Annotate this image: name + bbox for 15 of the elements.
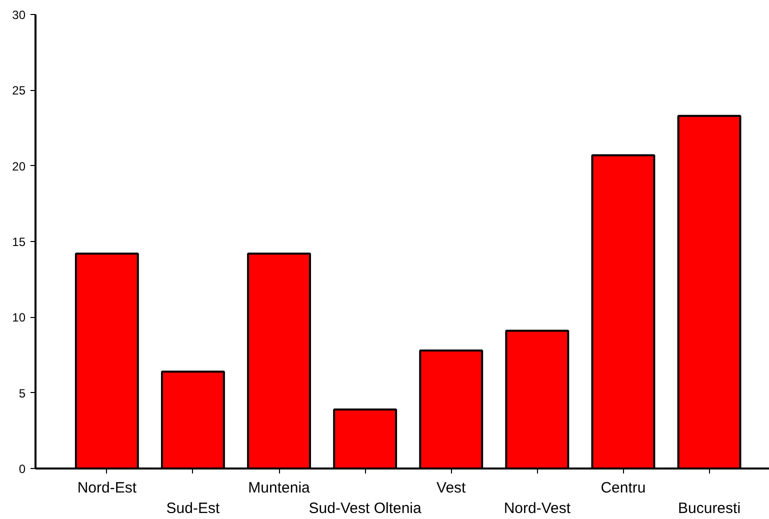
y-tick-label: 30	[12, 8, 26, 22]
x-tick-label: Centru	[600, 480, 646, 496]
x-tick-label: Sud-Vest Oltenia	[308, 500, 422, 517]
y-tick-label: 25	[12, 84, 26, 98]
x-tick-label: Muntenia	[248, 480, 311, 496]
y-tick-label: 10	[12, 310, 26, 325]
x-tick-label: Nord-Vest	[504, 500, 572, 517]
y-tick-label: 15	[12, 235, 26, 249]
y-tick-label: 5	[18, 386, 26, 400]
y-tick-label: 20	[12, 159, 26, 174]
y-tick-label: 0	[18, 462, 26, 476]
x-tick-label: Bucuresti	[678, 500, 741, 517]
x-tick-label: Vest	[436, 480, 467, 496]
x-tick-label: Nord-Est	[77, 480, 138, 496]
x-tick-label: Sud-Est	[166, 500, 220, 517]
